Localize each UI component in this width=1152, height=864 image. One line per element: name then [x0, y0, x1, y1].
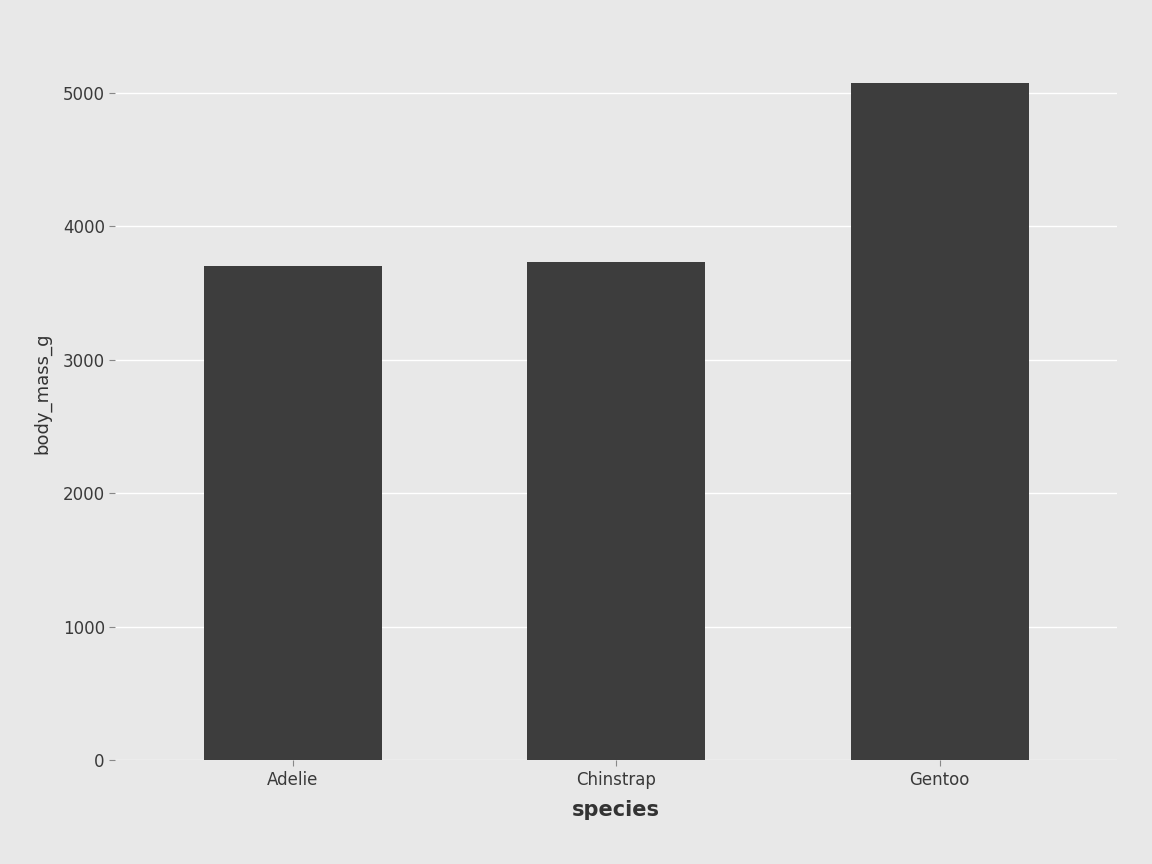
- Y-axis label: body_mass_g: body_mass_g: [33, 333, 52, 454]
- Bar: [528, 262, 705, 760]
- X-axis label: species: species: [573, 800, 660, 820]
- Bar: [204, 266, 382, 760]
- Bar: [850, 83, 1029, 760]
